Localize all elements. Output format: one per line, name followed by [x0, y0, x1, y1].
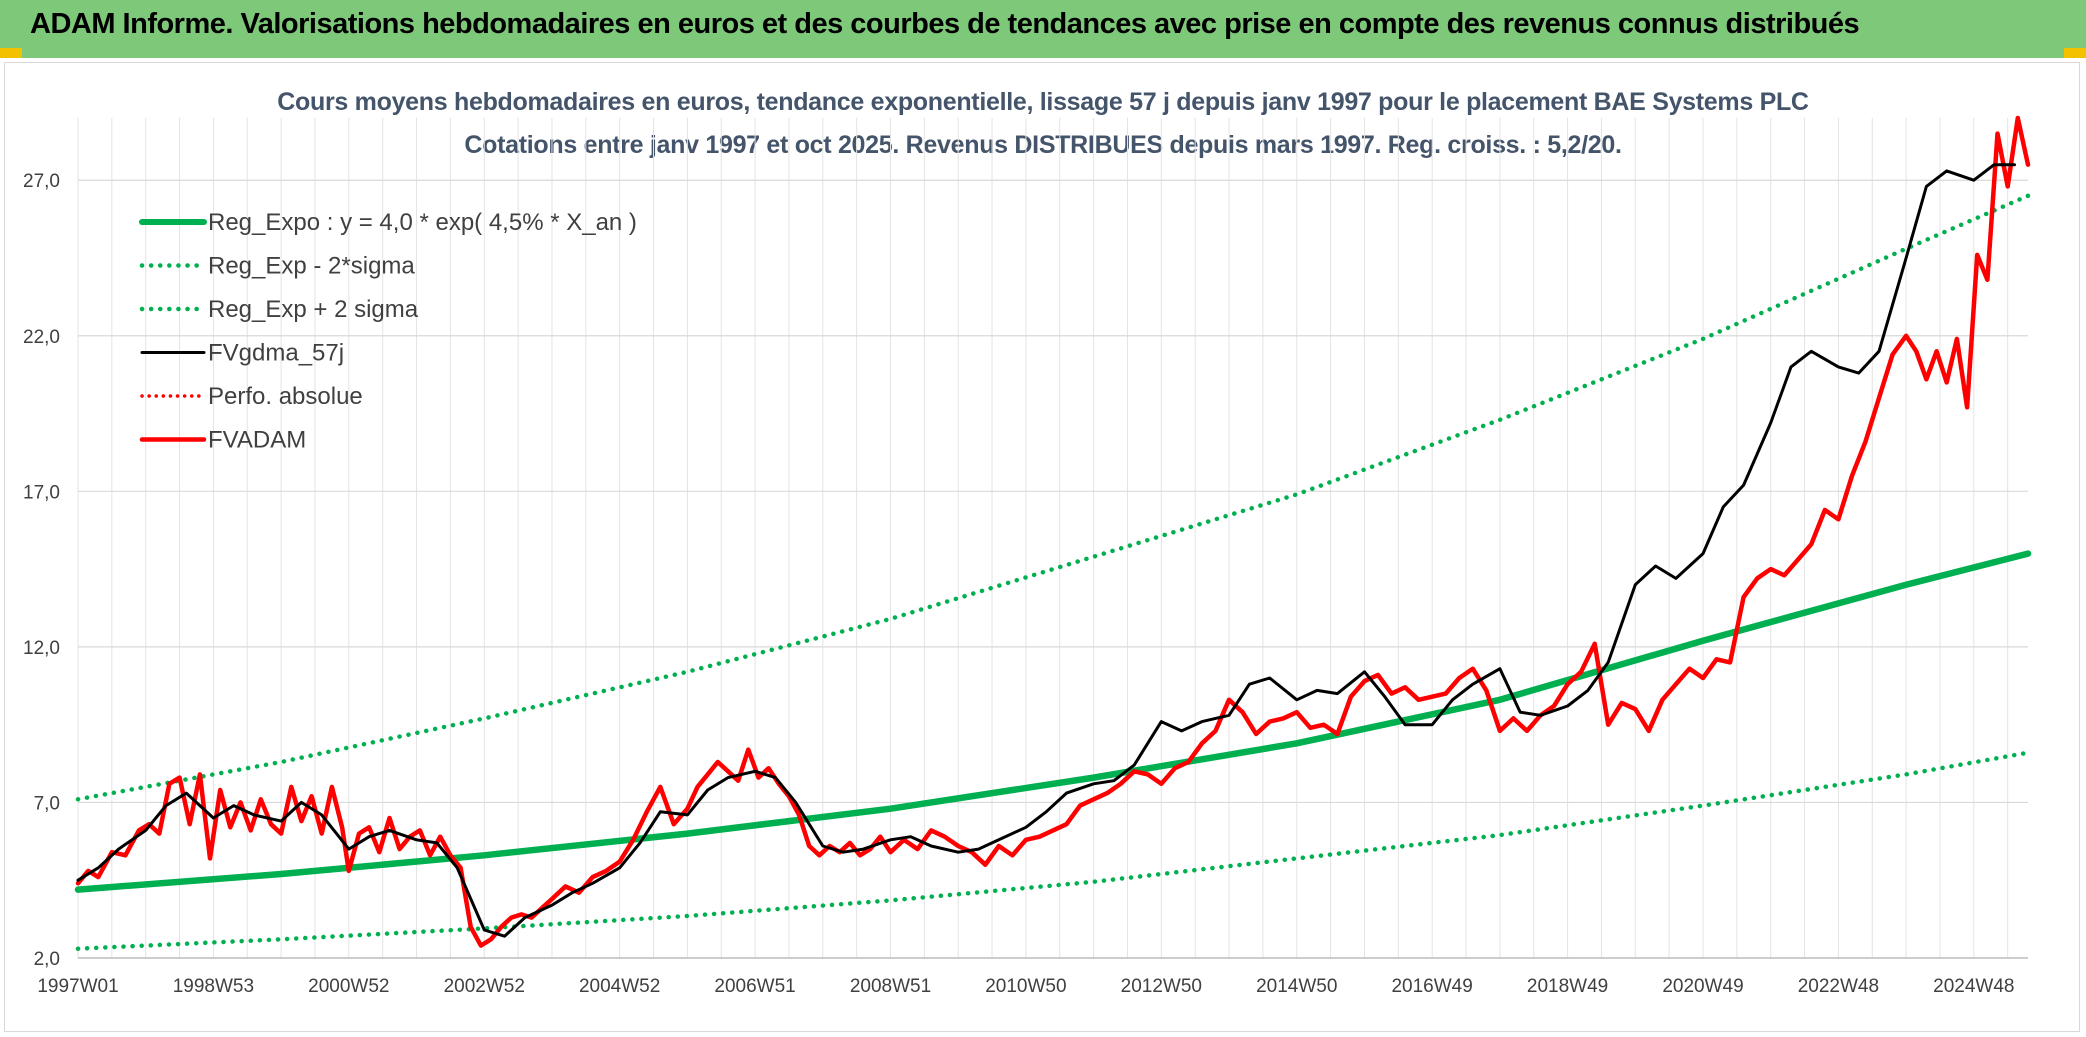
- x-tick-label: 2020W49: [1662, 976, 1743, 997]
- series-line-0: [74, 550, 2032, 893]
- x-tick-label: 2014W50: [1256, 976, 1337, 997]
- y-tick-label: 12,0: [23, 638, 60, 659]
- y-tick-label: 22,0: [23, 327, 60, 348]
- y-tick-label: 17,0: [23, 482, 60, 503]
- report-banner: ADAM Informe. Valorisations hebdomadaire…: [0, 0, 2086, 58]
- y-tick-label: 27,0: [23, 171, 60, 192]
- x-tick-label: 2012W50: [1121, 976, 1202, 997]
- x-tick-label: 2008W51: [850, 976, 931, 997]
- banner-corner-left: [0, 48, 22, 58]
- legend-label: Reg_Expo : y = 4,0 * exp( 4,5% * X_an ): [208, 209, 637, 236]
- x-tick-label: 1997W01: [37, 976, 118, 997]
- legend-label: Reg_Exp + 2 sigma: [208, 296, 419, 323]
- legend-label: Perfo. absolue: [208, 383, 363, 410]
- series-line-3: [76, 163, 2016, 938]
- y-tick-label: 2,0: [34, 949, 60, 970]
- x-tick-label: 2018W49: [1527, 976, 1608, 997]
- series-line-2: [75, 193, 2031, 802]
- x-tick-label: 2006W51: [714, 976, 795, 997]
- y-tick-label: 7,0: [34, 793, 60, 814]
- x-tick-label: 1998W53: [173, 976, 254, 997]
- series-line-1: [75, 750, 2031, 951]
- x-tick-label: 2004W52: [579, 976, 660, 997]
- x-tick-label: 2016W49: [1391, 976, 1472, 997]
- x-tick-label: 2000W52: [308, 976, 389, 997]
- x-tick-label: 2024W48: [1933, 976, 2014, 997]
- chart-title: Cours moyens hebdomadaires en euros, ten…: [277, 88, 1809, 116]
- legend-label: FVADAM: [208, 427, 306, 454]
- chart-subtitle: Cotations entre janv 1997 et oct 2025. R…: [464, 131, 1622, 159]
- report-title: ADAM Informe. Valorisations hebdomadaire…: [30, 8, 1860, 40]
- legend-label: Reg_Exp - 2*sigma: [208, 253, 415, 280]
- x-tick-label: 2002W52: [444, 976, 525, 997]
- series-line-5: [75, 115, 2031, 948]
- x-tick-label: 2010W50: [985, 976, 1066, 997]
- banner-corner-right: [2064, 48, 2086, 58]
- legend-label: FVgdma_57j: [208, 340, 344, 367]
- x-tick-label: 2022W48: [1798, 976, 1879, 997]
- chart-frame: [4, 62, 2080, 1032]
